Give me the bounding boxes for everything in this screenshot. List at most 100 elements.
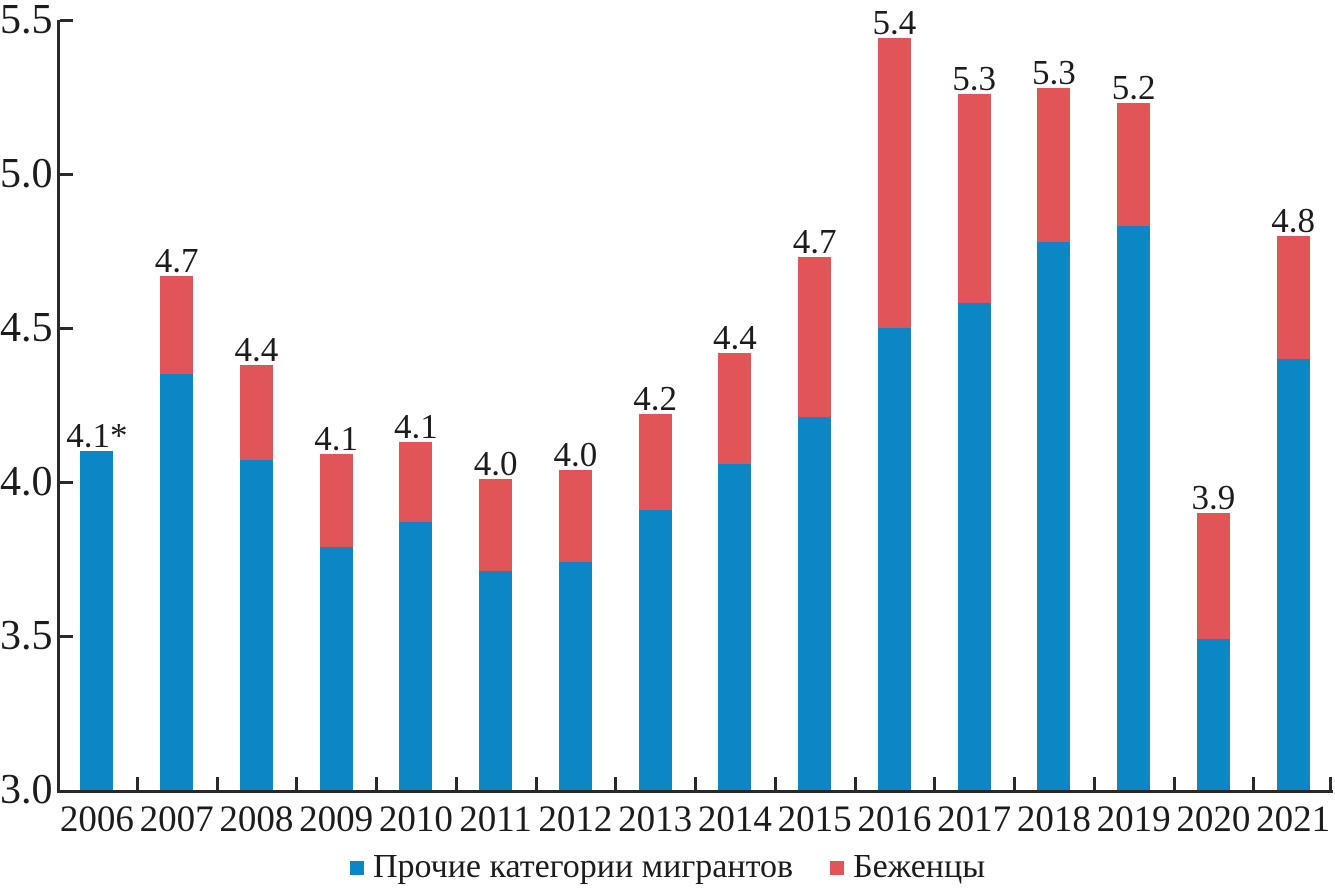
bar-segment-refugees <box>638 414 672 510</box>
x-axis-label: 2019 <box>1096 799 1171 840</box>
x-axis-label: 2014 <box>697 799 772 840</box>
bar-segment-other <box>80 451 114 790</box>
x-axis-line <box>57 790 1333 793</box>
bar-segment-refugees <box>479 478 513 572</box>
x-tick <box>1252 777 1256 790</box>
bar-value-label: 4.0 <box>473 443 518 483</box>
x-tick <box>1092 777 1096 790</box>
bar-value-label: 4.8 <box>1271 200 1315 240</box>
y-tick-label: 4.5 <box>0 305 53 351</box>
x-axis-label: 2008 <box>219 799 294 840</box>
y-tick-label: 3.0 <box>0 767 53 813</box>
x-axis-label: 2007 <box>139 799 214 840</box>
bar-value-label: 3.9 <box>1191 477 1236 517</box>
bar-value-label: 4.1* <box>66 416 128 456</box>
bar-segment-other <box>638 509 672 790</box>
x-tick <box>614 777 618 790</box>
bar-value-label: 4.7 <box>792 222 837 262</box>
bar-segment-other <box>160 374 194 790</box>
y-axis-line <box>57 20 60 793</box>
bar-segment-other <box>718 463 752 790</box>
y-tick-label: 3.5 <box>0 613 53 659</box>
y-tick-label: 4.0 <box>0 459 53 505</box>
x-tick <box>295 777 299 790</box>
y-tick <box>60 327 73 330</box>
legend-swatch-other-icon <box>349 861 364 875</box>
bar-segment-other <box>798 417 832 790</box>
bar-segment-other <box>479 571 513 790</box>
x-axis-label: 2013 <box>618 799 693 840</box>
x-axis-label: 2021 <box>1256 799 1331 840</box>
x-axis-label: 2015 <box>777 799 852 840</box>
y-tick <box>60 481 73 484</box>
x-tick <box>773 777 777 790</box>
x-tick <box>853 777 857 790</box>
x-axis-label: 2011 <box>459 799 532 840</box>
bar-segment-other <box>1037 241 1071 790</box>
x-tick <box>215 777 219 790</box>
bar-segment-refugees <box>798 257 832 418</box>
x-tick <box>1013 777 1016 790</box>
bar-segment-refugees <box>957 93 991 304</box>
legend-label-other: Прочие категории мигрантов <box>372 848 794 885</box>
x-tick <box>454 777 458 790</box>
y-tick-label: 5.5 <box>0 0 53 43</box>
bar-segment-refugees <box>877 38 911 328</box>
bar-segment-refugees <box>1276 235 1310 359</box>
x-tick <box>375 777 378 790</box>
bar-segment-other <box>1117 226 1151 790</box>
x-tick <box>694 777 697 790</box>
y-tick <box>60 173 73 176</box>
bar-segment-refugees <box>718 352 752 464</box>
legend-swatch-refugees-icon <box>830 861 845 875</box>
bar-segment-refugees <box>399 441 433 523</box>
y-tick <box>60 19 73 22</box>
bar-segment-other <box>399 522 433 790</box>
bar-value-label: 4.1 <box>394 406 438 446</box>
legend-label-refugees: Беженцы <box>853 848 986 885</box>
bar-value-label: 4.2 <box>633 379 677 419</box>
bar-segment-refugees <box>1117 103 1151 227</box>
x-tick <box>135 777 139 790</box>
bar-segment-refugees <box>1196 512 1230 640</box>
y-tick <box>60 635 73 638</box>
x-axis-label: 2012 <box>538 799 613 840</box>
bar-segment-refugees <box>160 275 194 375</box>
x-axis-label: 2006 <box>59 799 134 840</box>
bar-value-label: 5.4 <box>872 3 917 43</box>
legend-item-refugees: Беженцы <box>830 848 985 886</box>
x-axis-label: 2010 <box>378 799 453 840</box>
bar-value-label: 4.0 <box>553 434 598 474</box>
bar-segment-other <box>1276 358 1310 790</box>
bar-value-label: 5.3 <box>1032 52 1076 92</box>
bar-segment-other <box>1196 639 1230 790</box>
bar-value-label: 4.4 <box>713 317 757 357</box>
x-tick <box>534 777 538 790</box>
bar-value-label: 4.4 <box>234 329 279 369</box>
y-tick-label: 5.0 <box>0 151 53 197</box>
bar-value-label: 5.3 <box>952 58 996 98</box>
bar-value-label: 4.7 <box>154 240 199 280</box>
x-tick <box>1329 777 1332 790</box>
bar-segment-refugees <box>239 364 273 461</box>
bar-segment-other <box>558 562 592 790</box>
bar-value-label: 4.1 <box>314 419 358 459</box>
bar-segment-other <box>239 460 273 790</box>
x-axis-label: 2017 <box>937 799 1012 840</box>
legend: Прочие категории мигрантов Беженцы <box>0 845 1335 889</box>
x-axis-label: 2009 <box>299 799 374 840</box>
bar-value-label: 5.2 <box>1111 68 1156 108</box>
x-axis-label: 2018 <box>1016 799 1091 840</box>
x-axis-label: 2016 <box>857 799 932 840</box>
bar-segment-other <box>877 328 911 790</box>
bar-segment-other <box>319 546 353 790</box>
legend-item-other: Прочие категории мигрантов <box>349 848 794 886</box>
bar-segment-refugees <box>319 454 353 547</box>
x-tick <box>933 777 937 790</box>
x-axis-label: 2020 <box>1176 799 1251 840</box>
bar-segment-refugees <box>558 469 592 563</box>
x-tick <box>1172 777 1176 790</box>
bar-segment-refugees <box>1037 87 1071 242</box>
